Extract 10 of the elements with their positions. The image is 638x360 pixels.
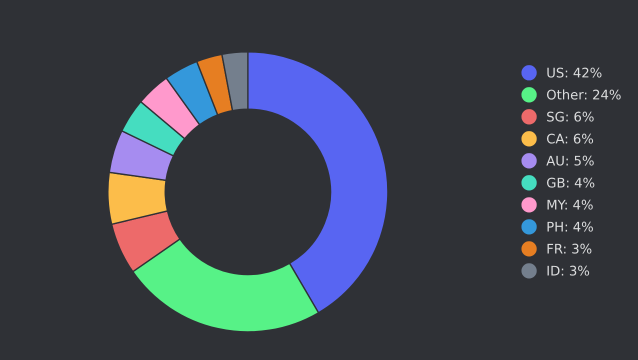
legend-label: FR: 3% <box>548 244 592 254</box>
legend-label: Other: 24% <box>546 89 621 100</box>
legend-label: GB: 4% <box>546 178 594 188</box>
legend-label: ID: 3% <box>548 266 590 276</box>
legend-label: CA: 6% <box>546 134 594 144</box>
legend-label: SG: 6% <box>547 112 594 122</box>
legend-label: AU: 5% <box>546 156 594 166</box>
legend-label: MY: 4% <box>548 200 593 210</box>
legend-label: US: 42% <box>547 68 602 78</box>
legend-label: PH: 4% <box>548 222 593 232</box>
